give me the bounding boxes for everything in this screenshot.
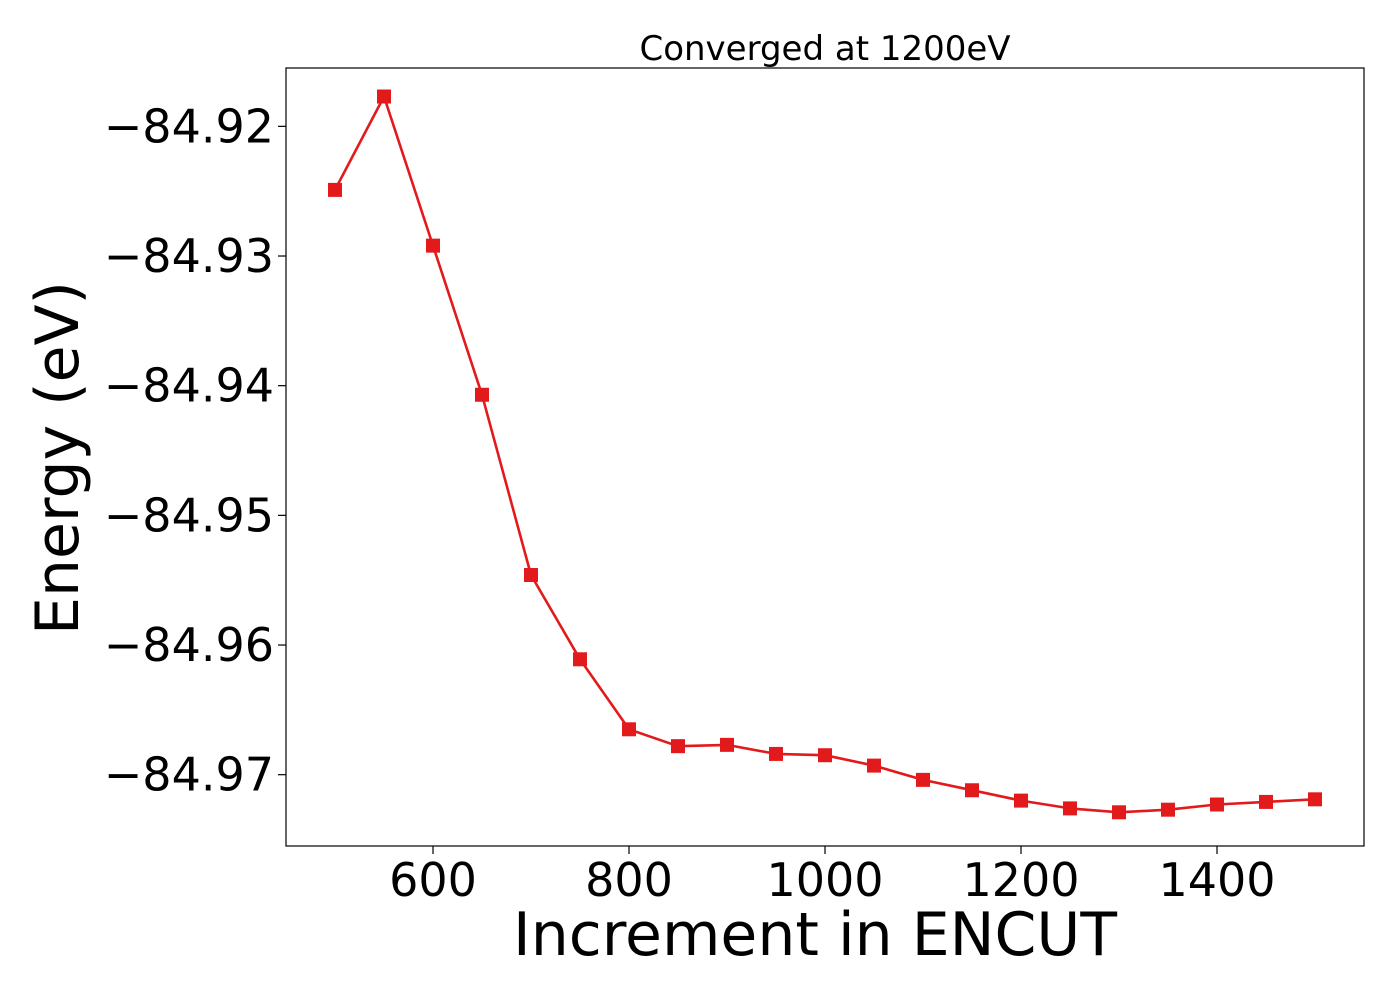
data-point-marker [1112,805,1126,820]
x-axis-label: Increment in ENCUT [513,900,1117,970]
y-tick-label: −84.96 [104,618,274,672]
data-point-marker [818,748,832,763]
x-tick-label: 800 [585,853,673,907]
x-tick-label: 600 [389,853,477,907]
y-tick-label: −84.93 [104,229,274,283]
y-axis-ticks: −84.92 −84.93 −84.94 −84.95 −84.96 −84.97 [104,99,286,802]
data-point-marker [328,182,342,197]
plot-area [285,67,1365,847]
data-point-marker [916,772,930,787]
y-tick-label: −84.94 [104,359,274,413]
y-tick-label: −84.97 [104,748,274,802]
y-tick-label: −84.92 [104,99,274,153]
data-point-marker [671,739,685,754]
data-point-marker [524,567,538,582]
data-point-marker [426,238,440,253]
data-point-marker [377,89,391,104]
x-axis-ticks: 600 800 1000 1200 1400 [389,846,1276,907]
data-point-marker [1210,797,1224,812]
y-axis-label: Energy (eV) [23,281,93,635]
data-point-marker [475,387,489,402]
chart-title: Converged at 1200eV [639,29,1010,69]
data-point-marker [622,722,636,737]
data-point-marker [1259,794,1273,809]
data-point-marker [867,758,881,773]
x-tick-label: 1000 [766,853,883,907]
data-point-marker [1063,801,1077,816]
x-tick-label: 1400 [1158,853,1275,907]
data-point-marker [965,783,979,798]
series-layer [328,89,1322,820]
data-point-marker [1308,792,1322,807]
data-point-marker [720,737,734,752]
data-point-marker [1161,802,1175,817]
data-point-marker [769,746,783,761]
data-point-marker [573,652,587,667]
y-tick-label: −84.95 [104,488,274,542]
x-tick-label: 1200 [962,853,1079,907]
data-point-marker [1014,793,1028,808]
plot-frame [285,67,1365,847]
